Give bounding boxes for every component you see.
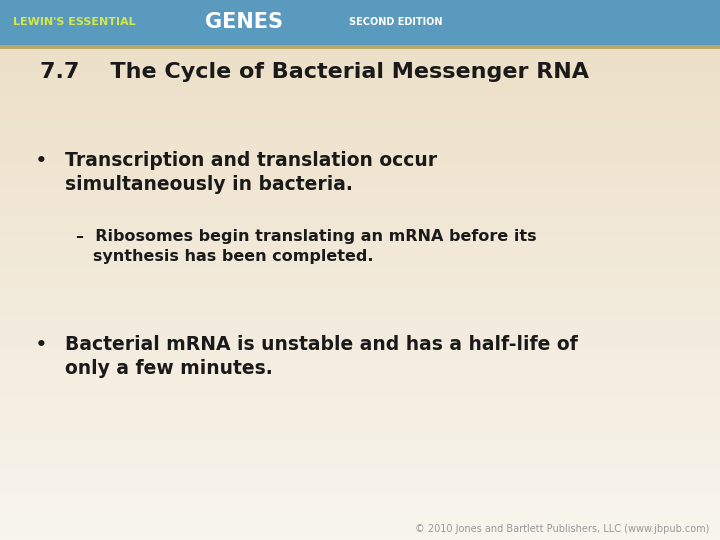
- Text: Transcription and translation occur
simultaneously in bacteria.: Transcription and translation occur simu…: [65, 151, 437, 194]
- Text: GENES: GENES: [205, 12, 283, 32]
- Bar: [0, 0, 720, 45]
- Text: LEWIN'S ESSENTIAL: LEWIN'S ESSENTIAL: [13, 17, 135, 28]
- Text: 7.7    The Cycle of Bacterial Messenger RNA: 7.7 The Cycle of Bacterial Messenger RNA: [40, 62, 589, 82]
- Bar: [0, 45, 720, 49]
- Text: –  Ribosomes begin translating an mRNA before its
   synthesis has been complete: – Ribosomes begin translating an mRNA be…: [76, 230, 536, 264]
- Text: •: •: [35, 151, 48, 171]
- Text: •: •: [35, 335, 48, 355]
- Text: © 2010 Jones and Bartlett Publishers, LLC (www.jbpub.com): © 2010 Jones and Bartlett Publishers, LL…: [415, 523, 709, 534]
- Text: SECOND EDITION: SECOND EDITION: [349, 17, 443, 28]
- Text: Bacterial mRNA is unstable and has a half-life of
only a few minutes.: Bacterial mRNA is unstable and has a hal…: [65, 335, 577, 378]
